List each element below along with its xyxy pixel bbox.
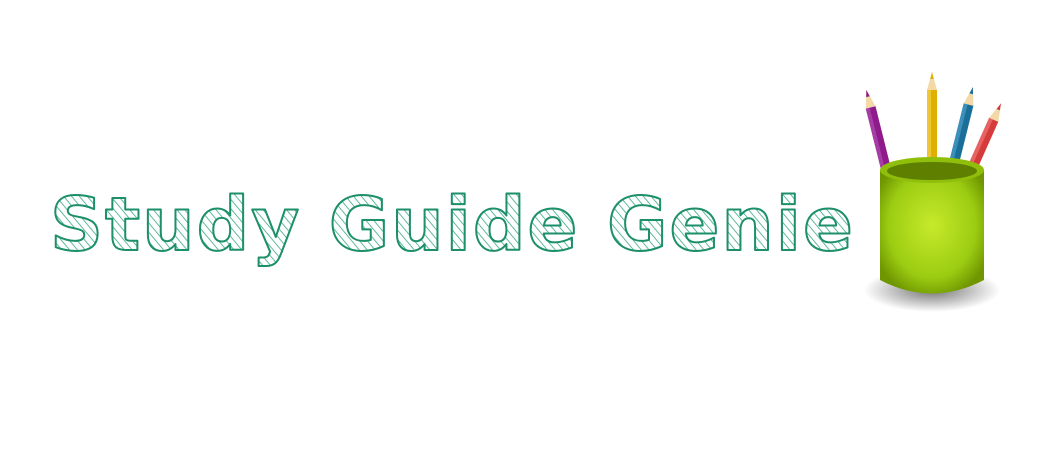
logo-title-text: Study Guide Genie [50, 183, 855, 268]
pencil-yellow-icon [927, 72, 937, 195]
cup-body [880, 157, 984, 294]
pencil-cup-illustration [864, 72, 1002, 312]
logo-title: Study Guide Genie [49, 182, 855, 269]
